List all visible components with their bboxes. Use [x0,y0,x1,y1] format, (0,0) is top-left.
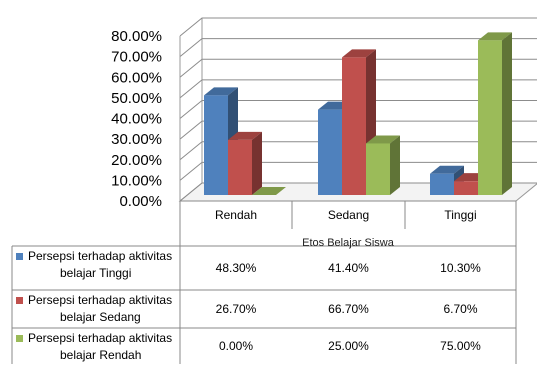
category-label: Rendah [215,208,257,222]
gridline [179,182,537,202]
bar-side [390,135,400,195]
gridline [179,100,537,119]
gridline [179,161,537,181]
bar [228,131,262,195]
data-label: 41.40% [328,261,369,275]
data-label: 25.00% [328,339,369,353]
bar-top [204,87,238,96]
gridline [179,141,537,161]
bar [478,32,512,195]
bar-side [252,131,262,195]
bar-top [342,49,376,58]
gridline [179,58,537,78]
bar [252,187,286,195]
data-label: 75.00% [440,339,481,353]
data-label: 6.70% [443,302,477,316]
data-table: Rendah Sedang Tinggi Persepsi terhadap akti… [11,200,517,364]
y-tick-label: 0.00% [119,193,162,210]
y-tick-label: 40.00% [111,111,162,128]
data-label: 10.30% [440,261,481,275]
legend-label: Persepsi terhadap aktivitas [28,249,172,263]
y-tick-label: 70.00% [111,49,162,66]
bar-front [318,109,342,195]
data-label: 48.30% [216,261,257,275]
bar-top [430,165,464,174]
legend-label: Persepsi terhadap aktivitas [28,331,172,345]
legend-swatch [16,297,23,304]
legend-swatch [16,335,23,342]
bar-top [478,32,512,41]
legend-label: belajar Tinggi [60,266,131,280]
data-label: 66.70% [328,302,369,316]
gridline [179,120,537,140]
legend-label: belajar Sedang [60,310,141,324]
data-label: 0.00% [219,339,253,353]
bar-front [342,57,366,196]
bar-front [478,40,502,195]
bar-front [454,181,478,195]
bar [342,49,376,196]
bar-top [252,187,286,195]
legend-label: belajar Rendah [60,348,141,362]
y-tick-label: 10.00% [111,172,162,189]
legend-label: Persepsi terhadap aktivitas [28,293,172,307]
bar-front [366,143,390,195]
bar-front [228,139,252,195]
category-label: Sedang [328,208,369,222]
data-label: 26.70% [216,302,257,316]
bar-top [366,135,400,144]
gridline [179,79,537,99]
bar [366,135,400,195]
gridline [179,17,537,37]
y-tick-label: 30.00% [111,131,162,148]
y-tick-label: 60.00% [111,69,162,86]
gridline [179,38,537,58]
y-tick-label: 50.00% [111,90,162,107]
category-label: Tinggi [444,208,476,222]
bar-front [430,173,454,195]
bar-front [204,95,228,195]
y-tick-label: 80.00% [111,28,162,45]
y-axis: 0.00% 10.00% 20.00% 30.00% 40.00% 50.00% 60.00… [111,28,162,210]
bar-side [502,32,512,195]
bars [204,32,512,196]
y-tick-label: 20.00% [111,152,162,169]
legend-swatch [16,253,23,260]
bar-top [228,131,262,140]
x-axis-label: Etos Belajar Siswa [302,237,395,249]
